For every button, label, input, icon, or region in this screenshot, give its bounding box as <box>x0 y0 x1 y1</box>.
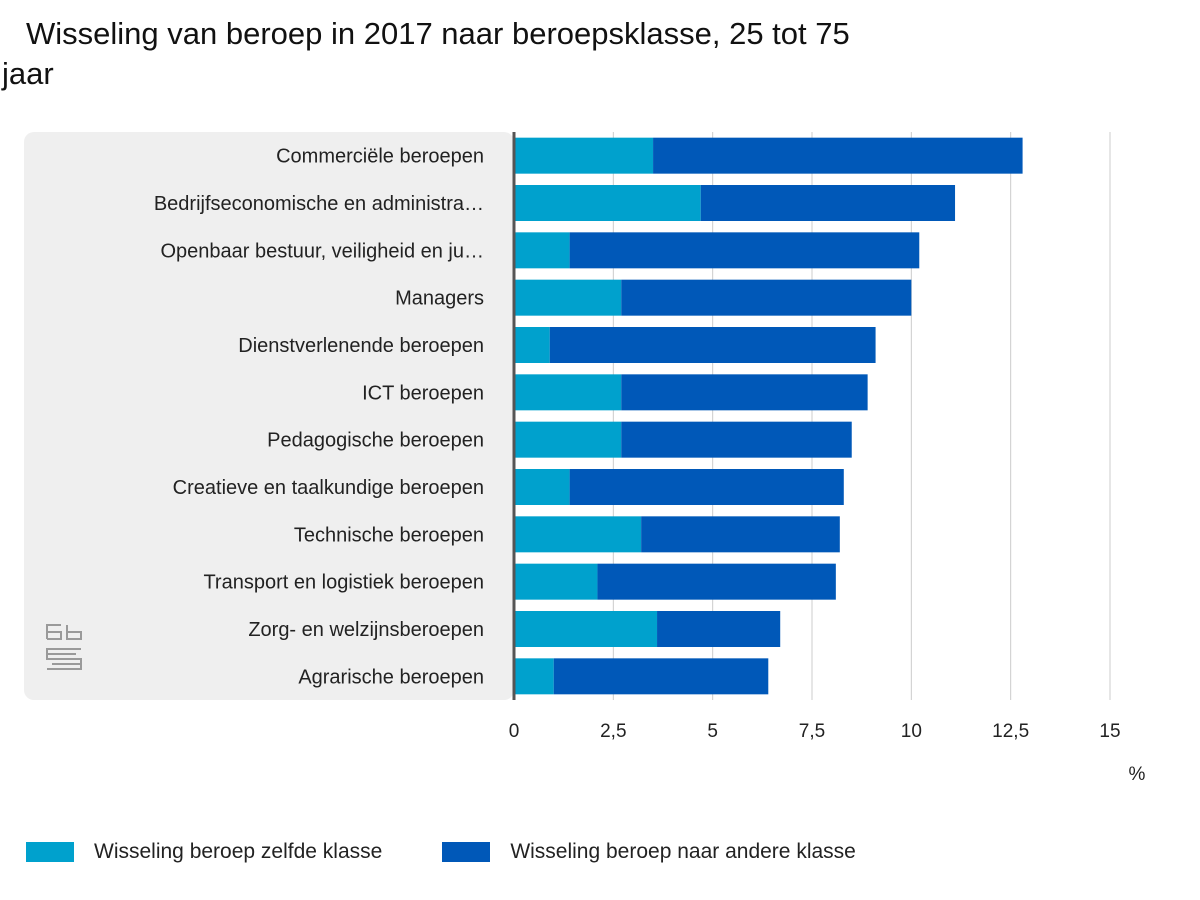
bar-other-class[interactable] <box>549 327 876 363</box>
category-label: Zorg- en welzijnsberoepen <box>248 619 484 641</box>
legend-item-same-class[interactable]: Wisseling beroep zelfde klasse <box>26 840 382 864</box>
x-axis-ticks: 0 2,5 5 7,5 10 12,5 15 <box>509 721 1121 742</box>
x-tick-label: 0 <box>509 721 520 742</box>
bar-same-class[interactable] <box>514 611 658 647</box>
category-label: Pedagogische beroepen <box>267 430 484 452</box>
bar-same-class[interactable] <box>514 137 654 174</box>
category-label: Dienstverlenende beroepen <box>238 335 484 357</box>
bar-same-class[interactable] <box>514 279 622 316</box>
unit-label: % <box>1129 764 1146 785</box>
bar-other-class[interactable] <box>569 469 844 505</box>
bar-other-class[interactable] <box>569 232 920 269</box>
category-label: ICT beroepen <box>362 382 484 404</box>
chart-title: Wisseling van beroep in 2017 naar beroep… <box>2 16 850 91</box>
bar-same-class[interactable] <box>514 563 598 600</box>
category-labels: Commerciële beroepen Bedrijfseconomische … <box>154 146 484 689</box>
legend: Wisseling beroep zelfde klasse Wisseling… <box>26 840 916 864</box>
legend-label-same-class: Wisseling beroep zelfde klasse <box>94 840 383 863</box>
bar-same-class[interactable] <box>514 232 570 269</box>
category-label: Creatieve en taalkundige beroepen <box>173 477 484 499</box>
bar-other-class[interactable] <box>641 516 840 553</box>
category-panel <box>24 132 514 700</box>
x-tick-label: 2,5 <box>600 721 626 742</box>
category-label: Bedrijfseconomische en administra… <box>154 193 484 215</box>
bar-same-class[interactable] <box>514 185 701 221</box>
bar-other-class[interactable] <box>553 658 769 695</box>
legend-item-other-class[interactable]: Wisseling beroep naar andere klasse <box>442 840 856 864</box>
bar-same-class[interactable] <box>514 658 554 695</box>
cbs-logo-icon <box>46 624 82 670</box>
category-label: Openbaar bestuur, veiligheid en ju… <box>160 240 484 262</box>
category-label: Commerciële beroepen <box>276 146 484 168</box>
category-label: Managers <box>395 288 484 310</box>
legend-swatch-other-class <box>442 842 491 862</box>
bar-other-class[interactable] <box>621 279 912 316</box>
category-label: Technische beroepen <box>294 524 484 546</box>
bar-other-class[interactable] <box>700 185 956 221</box>
bar-other-class[interactable] <box>597 563 836 600</box>
grid-lines <box>612 132 1111 700</box>
x-tick-label: 12,5 <box>992 721 1029 742</box>
bar-other-class[interactable] <box>621 374 868 411</box>
x-tick-label: 7,5 <box>799 721 825 742</box>
x-tick-label: 5 <box>707 721 718 742</box>
bar-same-class[interactable] <box>514 516 642 553</box>
bar-other-class[interactable] <box>653 137 1023 174</box>
bar-other-class[interactable] <box>621 421 852 458</box>
x-tick-label: 15 <box>1099 721 1120 742</box>
bar-same-class[interactable] <box>514 327 550 363</box>
bar-other-class[interactable] <box>657 611 781 647</box>
bar-chart: Commerciële beroepen Bedrijfseconomische … <box>24 132 1146 785</box>
legend-swatch-same-class <box>26 842 74 862</box>
bar-same-class[interactable] <box>514 469 570 505</box>
category-label: Transport en logistiek beroepen <box>203 572 484 594</box>
legend-label-other-class: Wisseling beroep naar andere klasse <box>510 840 856 863</box>
x-tick-label: 10 <box>901 721 922 742</box>
bar-same-class[interactable] <box>514 374 622 411</box>
category-label: Agrarische beroepen <box>298 666 484 688</box>
bars <box>514 137 1023 695</box>
bar-same-class[interactable] <box>514 421 622 458</box>
